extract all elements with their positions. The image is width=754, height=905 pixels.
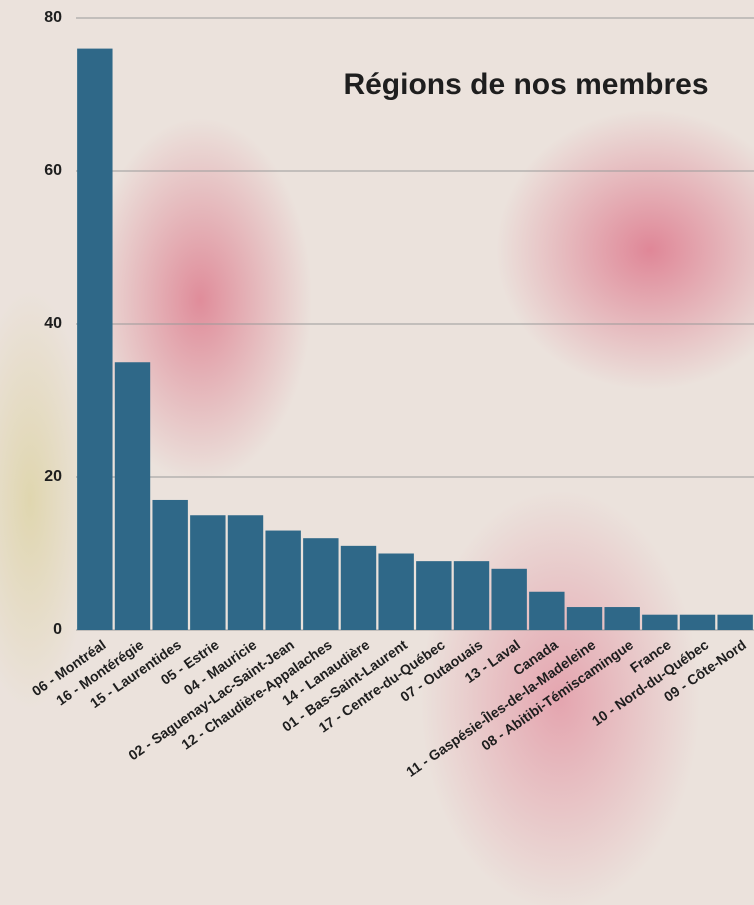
bar <box>227 515 264 630</box>
bar <box>190 515 226 630</box>
y-tick-label: 40 <box>44 315 62 332</box>
bar <box>642 614 678 630</box>
bar <box>679 614 716 630</box>
bar <box>340 545 377 630</box>
bar <box>491 568 527 630</box>
chart-title: Régions de nos membres <box>343 68 708 101</box>
y-tick-label: 20 <box>44 468 62 485</box>
bar <box>265 530 301 630</box>
y-tick-label: 80 <box>44 9 62 26</box>
y-tick-label: 60 <box>44 162 62 179</box>
y-tick-label: 0 <box>53 621 62 638</box>
bar <box>604 607 640 630</box>
bar <box>566 607 603 630</box>
bar <box>416 561 452 630</box>
bar <box>529 591 565 630</box>
bar <box>378 553 414 630</box>
bar <box>717 614 753 630</box>
bar <box>152 499 188 630</box>
bar <box>114 362 151 630</box>
bar <box>77 48 113 631</box>
bar <box>303 538 339 630</box>
bar <box>453 561 490 630</box>
